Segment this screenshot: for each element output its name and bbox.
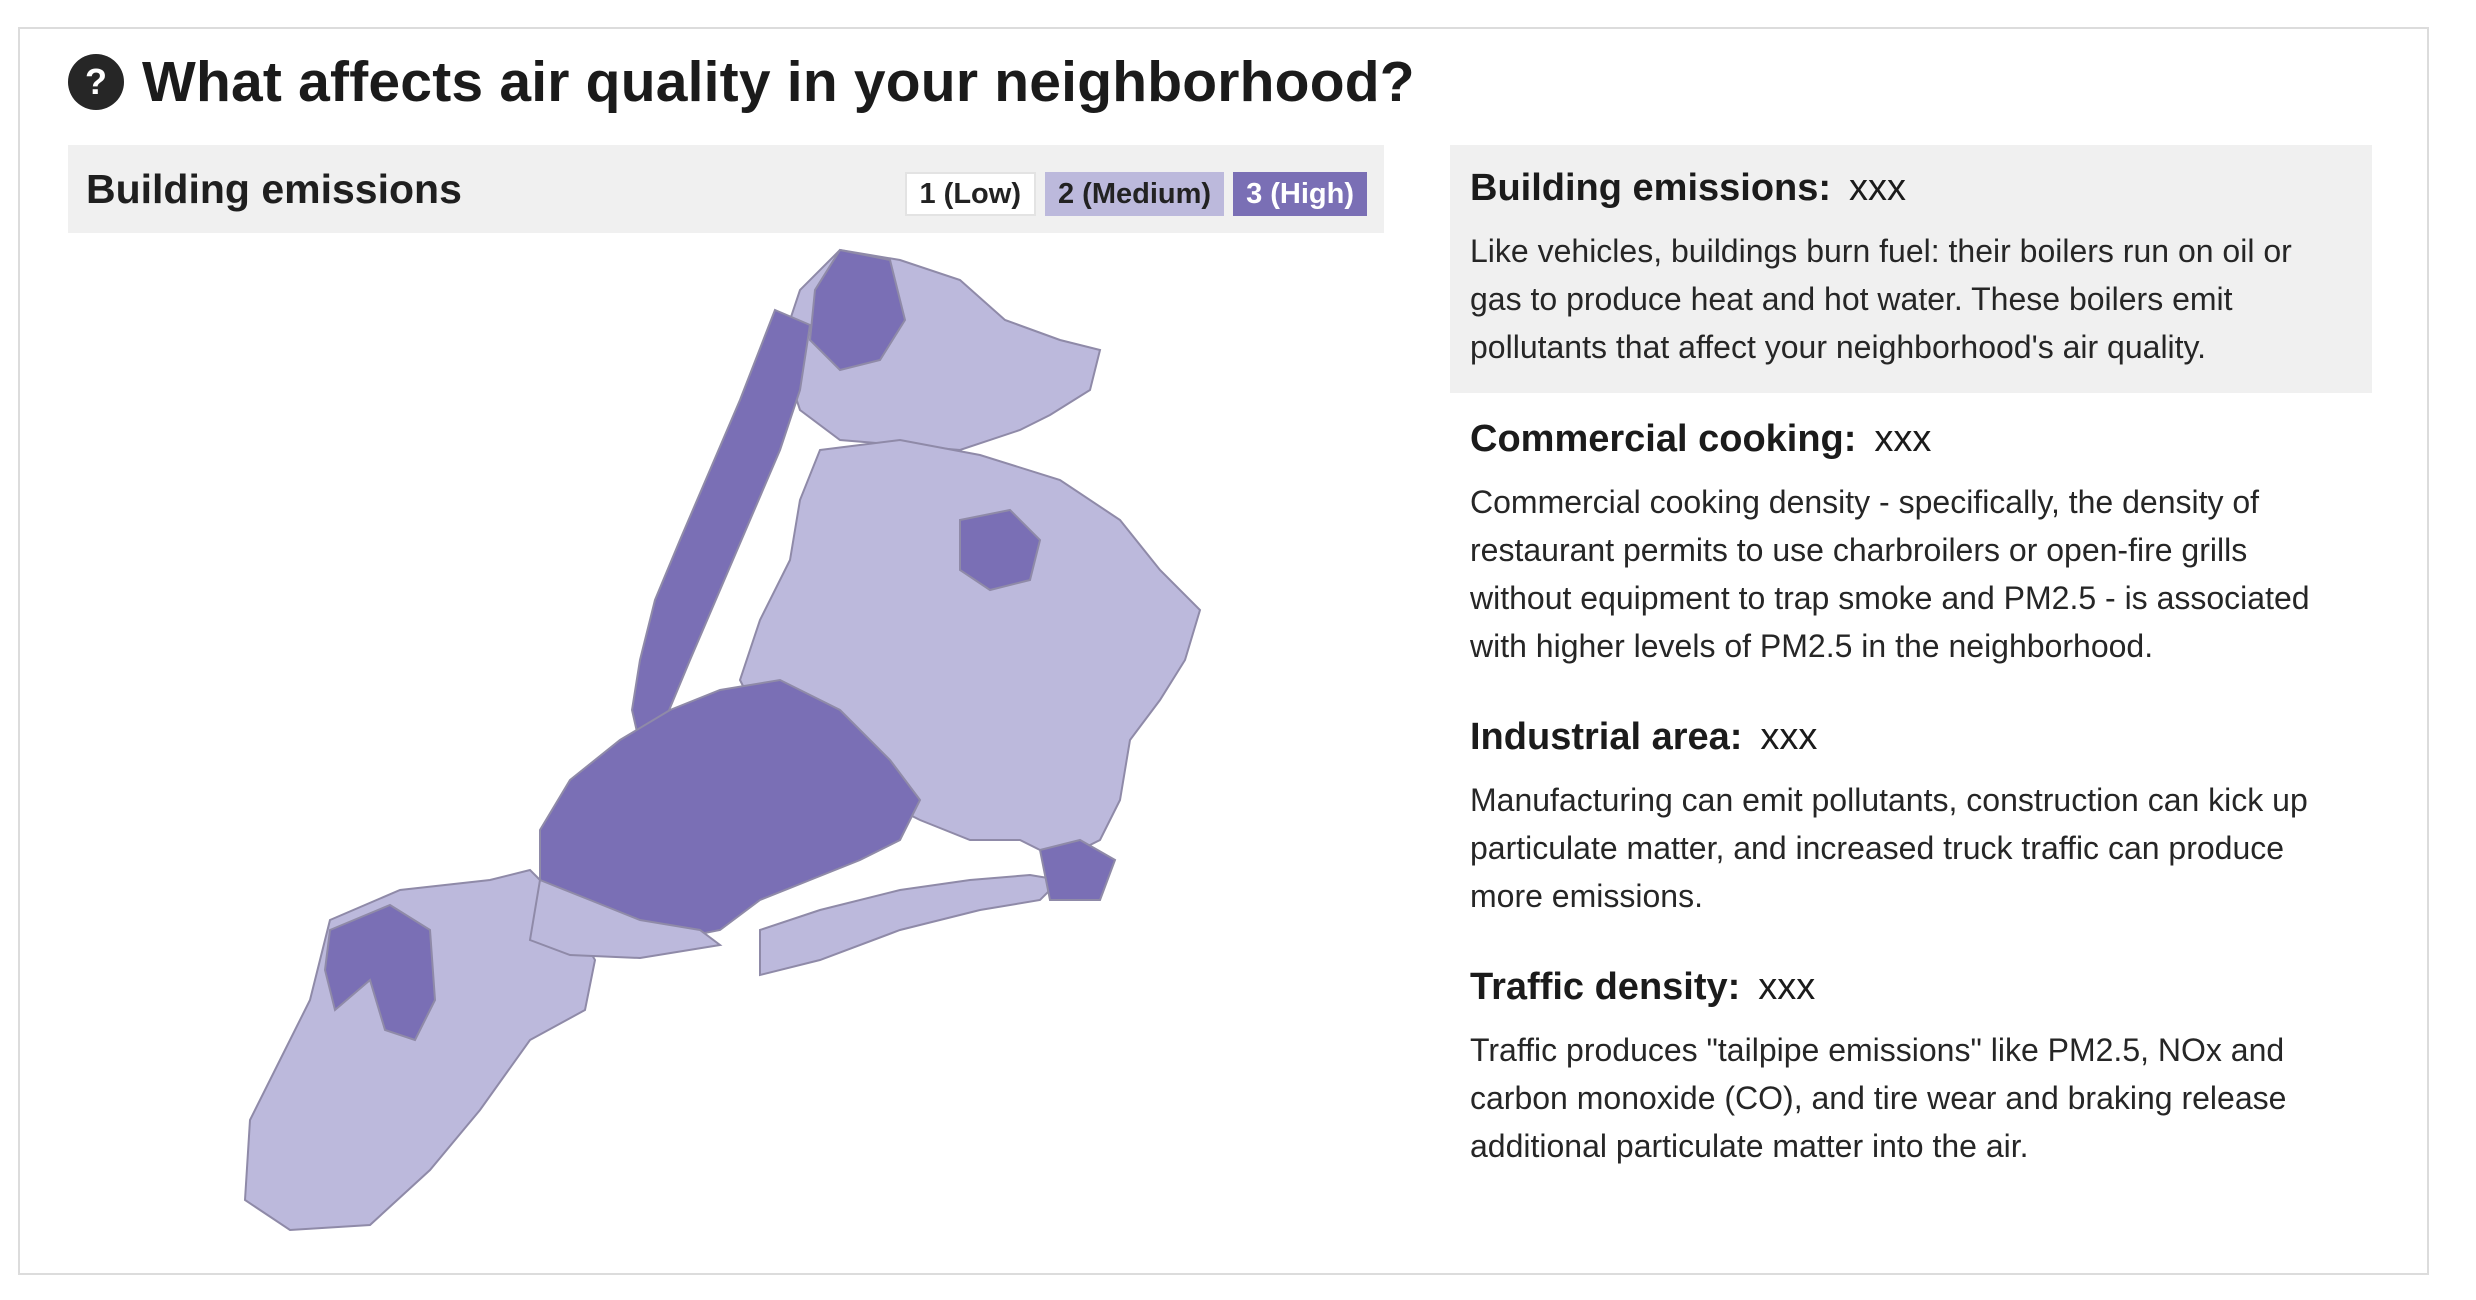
map-title: Building emissions (86, 166, 462, 212)
factor-title: Commercial cooking: xxx (1470, 418, 1932, 460)
legend-low: 1 (Low) (904, 172, 1036, 216)
factor-commercial-cooking: Commercial cooking: xxx Commercial cookin… (1450, 414, 2372, 670)
legend-high: 3 (High) (1233, 172, 1367, 216)
factor-description: Commercial cooking density - specificall… (1470, 484, 2310, 664)
factor-description: Manufacturing can emit pollutants, const… (1470, 782, 2308, 914)
factor-value: xxx (1849, 167, 1907, 209)
factor-title: Industrial area: xxx (1470, 716, 1818, 758)
map-legend: 1 (Low) 2 (Medium) 3 (High) (904, 172, 1367, 216)
region-staten-island-north[interactable] (323, 903, 437, 1042)
factor-value: xxx (1760, 716, 1818, 758)
factor-title: Building emissions: xxx (1470, 167, 1907, 209)
region-rockaway[interactable] (759, 873, 1063, 977)
region-bronx-west[interactable] (808, 248, 907, 372)
section-heading: ? What affects air quality in your neigh… (68, 48, 1415, 116)
map-svg[interactable] (200, 240, 1240, 1240)
factor-description: Traffic produces "tailpipe emissions" li… (1470, 1032, 2287, 1164)
factor-description: Like vehicles, buildings burn fuel: thei… (1470, 233, 2292, 365)
region-brooklyn-south[interactable] (528, 878, 723, 960)
factor-value: xxx (1758, 966, 1816, 1008)
region-brooklyn[interactable] (539, 678, 922, 942)
nyc-neighborhood-map[interactable] (200, 240, 1240, 1240)
legend-medium: 2 (Medium) (1045, 172, 1225, 216)
map-header: Building emissions 1 (Low) 2 (Medium) 3 … (68, 145, 1384, 233)
question-circle-icon[interactable]: ? (68, 54, 124, 110)
factor-value: xxx (1874, 418, 1932, 460)
region-queens-north[interactable] (959, 508, 1042, 592)
page-title: What affects air quality in your neighbo… (142, 50, 1415, 114)
factor-title: Traffic density: xxx (1470, 966, 1816, 1008)
region-rockaway-east[interactable] (1038, 838, 1117, 901)
factor-industrial-area: Industrial area: xxx Manufacturing can em… (1450, 712, 2372, 920)
factor-building-emissions: Building emissions: xxx Like vehicles, bu… (1450, 145, 2372, 393)
factor-traffic-density: Traffic density: xxx Traffic produces "ta… (1450, 962, 2372, 1170)
